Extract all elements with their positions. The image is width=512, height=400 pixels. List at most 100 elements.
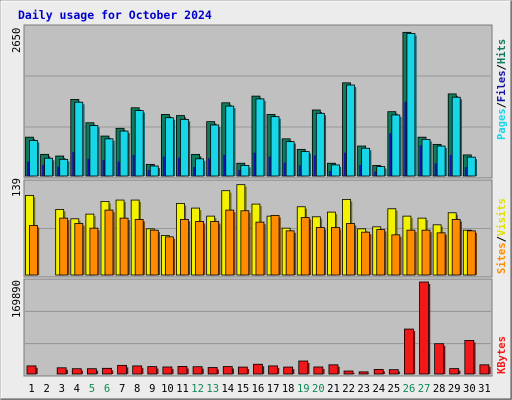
pages-bar xyxy=(104,138,115,177)
kbytes-bar xyxy=(358,371,370,375)
sites-bar xyxy=(74,223,85,276)
sites-bar xyxy=(391,234,402,276)
sites-bar xyxy=(315,227,327,276)
x-tick-label: 18 xyxy=(282,383,295,395)
x-tick-label: 14 xyxy=(221,383,234,395)
sites-bar xyxy=(300,217,311,276)
pages-bar xyxy=(421,138,432,177)
files-bar xyxy=(328,171,331,176)
x-tick-label: 9 xyxy=(149,383,155,395)
x-tick-label: 17 xyxy=(267,383,280,395)
kbytes-bar xyxy=(102,367,114,375)
sites-bar xyxy=(89,227,100,276)
kbytes-bar xyxy=(26,365,38,375)
x-tick-label: 6 xyxy=(104,383,110,395)
pages-bar xyxy=(119,130,130,177)
kbytes-bar xyxy=(373,368,385,375)
kbytes-bar xyxy=(283,366,295,375)
pages-bar xyxy=(89,125,100,177)
pages-bar xyxy=(270,116,281,177)
svg-text:Sites/Visits: Sites/Visits xyxy=(496,198,508,274)
kbytes-bar xyxy=(268,365,280,375)
x-tick-label: 27 xyxy=(418,383,431,395)
files-bar xyxy=(87,158,90,176)
kbytes-bar xyxy=(419,281,431,375)
x-tick-label: 28 xyxy=(433,383,446,395)
pages-bar xyxy=(225,105,236,177)
pages-bar xyxy=(406,33,417,177)
kbytes-bar xyxy=(192,366,204,375)
files-bar xyxy=(419,145,422,176)
x-tick-label: 20 xyxy=(312,383,325,395)
kbytes-bar xyxy=(253,363,265,375)
x-tick-label: 4 xyxy=(74,383,80,395)
sites-bar xyxy=(149,229,160,276)
x-tick-label: 7 xyxy=(119,383,125,395)
kbytes-bar xyxy=(117,364,129,375)
kbytes-bar xyxy=(449,368,461,375)
kbytes-bar xyxy=(328,364,340,375)
x-tick-label: 5 xyxy=(89,383,95,395)
y-max-label-visits: 139 xyxy=(11,178,23,197)
files-bar xyxy=(132,154,135,176)
legend-files: Files xyxy=(496,70,508,102)
pages-bar xyxy=(315,112,327,177)
x-tick-label: 22 xyxy=(342,383,355,395)
sites-bar xyxy=(134,219,145,276)
sites-bar xyxy=(240,210,251,276)
pages-bar xyxy=(74,101,85,177)
kbytes-bar xyxy=(464,340,476,375)
pages-bar xyxy=(44,157,55,177)
panel-kbytes xyxy=(23,278,493,377)
legend-pages: Pages xyxy=(496,108,508,140)
files-bar xyxy=(193,167,196,176)
x-tick-label: 13 xyxy=(206,383,219,395)
pages-bar xyxy=(180,119,191,177)
pages-bar xyxy=(164,117,176,177)
sites-bar xyxy=(466,230,478,276)
kbytes-bar xyxy=(71,368,83,375)
sites-bar xyxy=(255,221,266,276)
panel-visits-sites xyxy=(23,179,493,278)
files-bar xyxy=(42,164,45,176)
kbytes-bar xyxy=(132,365,144,375)
kbytes-bar xyxy=(404,328,416,375)
legend-sites: Sites xyxy=(496,242,508,274)
files-bar xyxy=(464,167,467,176)
y-max-label-hits: 2650 xyxy=(11,28,23,53)
pages-bar xyxy=(149,165,160,177)
x-tick-label: 1 xyxy=(28,383,34,395)
pages-bar xyxy=(466,156,478,177)
sites-bar xyxy=(361,231,372,276)
kbytes-bar xyxy=(479,364,491,375)
sites-bar xyxy=(331,227,342,276)
x-tick-label: 25 xyxy=(388,383,401,395)
x-tick-label: 30 xyxy=(463,383,476,395)
sites-bar xyxy=(270,215,281,276)
pages-bar xyxy=(451,96,462,177)
pages-bar xyxy=(195,158,206,177)
sites-bar xyxy=(119,217,130,276)
pages-bar xyxy=(59,158,70,177)
pages-bar xyxy=(240,165,251,177)
x-axis-labels: 1 2 3 4 5 6 7 8 9 10 11 12 13 14 15 16 17 18 19 20 21 22 23 24 2… xyxy=(28,383,490,395)
files-bar xyxy=(298,165,301,176)
files-bar xyxy=(177,157,180,176)
files-bar xyxy=(162,156,165,176)
panel-hits-files-pages xyxy=(23,24,493,179)
x-tick-label: 10 xyxy=(161,383,174,395)
pages-bar xyxy=(285,141,296,177)
sites-bar xyxy=(436,232,447,276)
sites-bar xyxy=(164,236,176,276)
kbytes-bar xyxy=(86,368,99,375)
files-bar xyxy=(434,163,437,176)
x-tick-label: 8 xyxy=(134,383,140,395)
files-bar xyxy=(344,152,347,176)
sites-bar xyxy=(421,229,432,276)
kbytes-bar xyxy=(177,366,189,375)
files-bar xyxy=(253,152,256,176)
x-tick-label: 26 xyxy=(403,383,416,395)
sites-bar xyxy=(346,223,357,276)
sites-bar xyxy=(451,219,462,276)
files-bar xyxy=(147,169,150,176)
